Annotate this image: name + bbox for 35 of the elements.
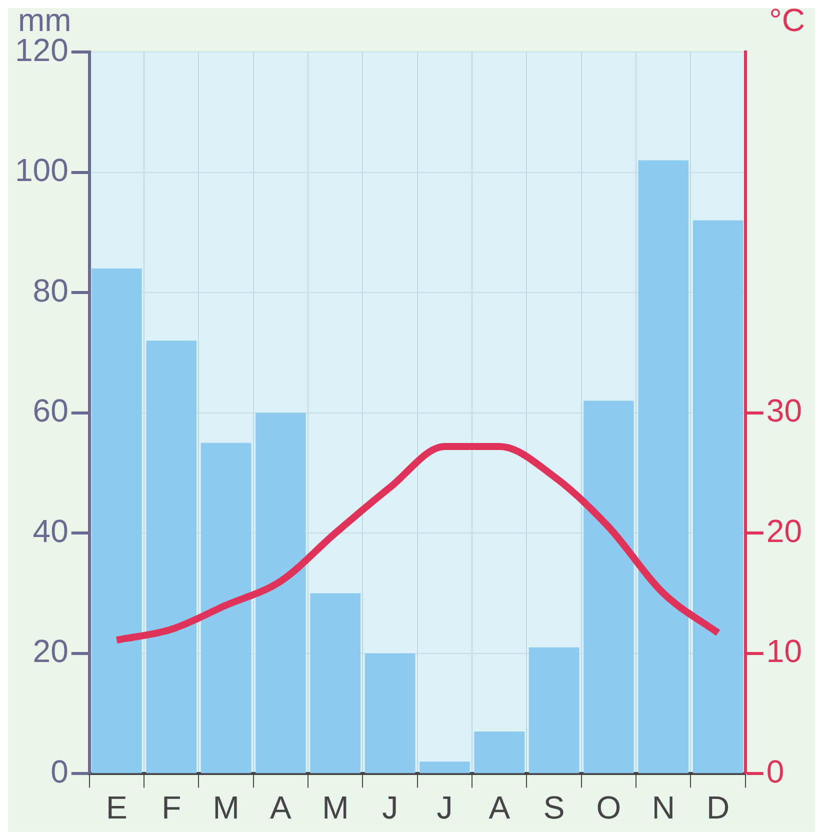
bar [92, 268, 142, 774]
y2-axis-title: °C [769, 2, 805, 38]
bar [474, 732, 525, 774]
bar [528, 647, 580, 774]
x-tick-label: D [706, 790, 730, 826]
x-tick-label: M [322, 790, 349, 826]
x-tick-label: F [162, 790, 182, 826]
bar [310, 593, 361, 774]
y2-tick-label: 0 [766, 753, 784, 790]
bar [420, 762, 470, 774]
x-tick-label: N [652, 790, 675, 826]
y-tick-label: 40 [32, 512, 68, 549]
y2-tick-label: 10 [766, 633, 802, 670]
x-tick-label: M [212, 790, 240, 826]
bar [256, 412, 306, 774]
bar [200, 442, 252, 774]
x-tick-label: S [543, 790, 565, 826]
y-tick-label: 100 [15, 152, 68, 188]
bar [146, 340, 197, 774]
x-tick-label: O [596, 790, 622, 826]
bar [638, 160, 689, 774]
y-tick-label: 80 [32, 272, 68, 308]
x-tick-label: J [382, 790, 398, 826]
y-tick-label: 20 [32, 633, 68, 670]
x-tick-label: J [436, 790, 453, 826]
x-tick-label: E [106, 790, 128, 826]
y-tick-label: 60 [32, 392, 68, 429]
y2-tick-label: 20 [766, 512, 802, 549]
x-tick-label: A [488, 790, 511, 826]
y2-tick-label: 30 [766, 392, 802, 429]
bar [692, 220, 744, 774]
y-tick-label: 0 [50, 753, 68, 790]
x-tick-label: A [270, 790, 292, 826]
bar [584, 400, 634, 774]
bar [364, 653, 416, 774]
